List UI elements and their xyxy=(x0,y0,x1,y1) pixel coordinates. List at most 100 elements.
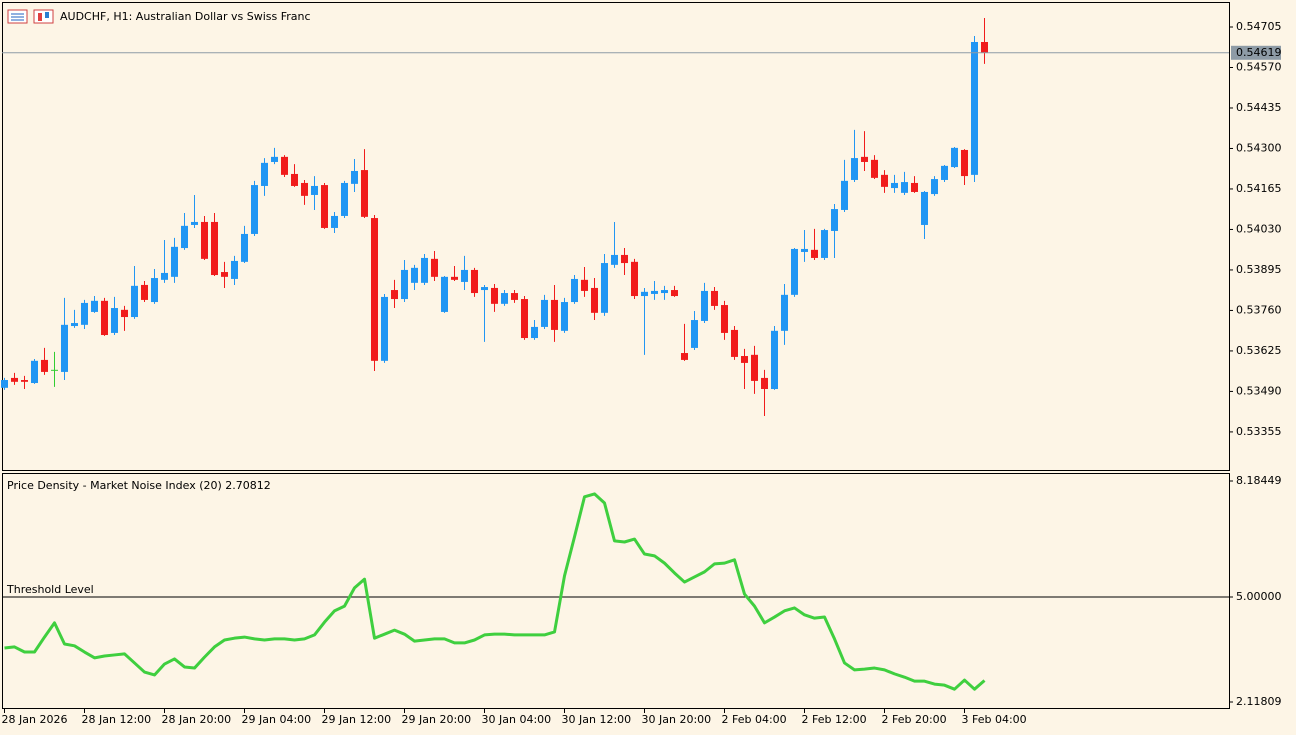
price-panel xyxy=(2,2,1230,471)
candle-body xyxy=(471,269,478,294)
x-tick-label: 2 Feb 20:00 xyxy=(882,713,947,726)
candle-body xyxy=(721,305,728,333)
x-tick-label: 30 Jan 04:00 xyxy=(482,713,552,726)
candle-body xyxy=(451,276,458,280)
candle-body xyxy=(871,159,878,178)
candle-body xyxy=(841,180,848,210)
candle-body xyxy=(541,299,548,327)
x-tick-label: 2 Feb 04:00 xyxy=(722,713,787,726)
candle-body xyxy=(421,257,428,283)
candle-body xyxy=(551,299,558,330)
candle-body xyxy=(821,230,828,258)
x-tick-label: 29 Jan 20:00 xyxy=(402,713,472,726)
candle-body xyxy=(851,158,858,180)
candle-body xyxy=(561,302,568,331)
x-tick-label: 30 Jan 20:00 xyxy=(642,713,712,726)
candle-body xyxy=(651,290,658,294)
candle-body xyxy=(751,354,758,381)
candle-body xyxy=(231,260,238,279)
candle-body xyxy=(691,320,698,348)
candle-body xyxy=(581,279,588,291)
current-price-box xyxy=(1231,45,1281,60)
candle-body xyxy=(1,380,8,388)
candle-body xyxy=(91,300,98,312)
candle-body xyxy=(371,218,378,361)
candle-body xyxy=(711,290,718,306)
candle-body xyxy=(781,294,788,331)
candle-body xyxy=(271,156,278,162)
candle-body xyxy=(151,278,158,303)
indicator-value: 2.70812 xyxy=(225,479,271,492)
y-tick-label: 0.53625 xyxy=(1236,344,1282,357)
y-tick-label: 8.18449 xyxy=(1236,474,1282,487)
candle-body xyxy=(311,185,318,195)
candle-body xyxy=(391,290,398,300)
candle-body xyxy=(11,377,18,382)
candle-body xyxy=(911,182,918,192)
candle-body xyxy=(831,209,838,231)
indicator-title: Price Density - Market Noise Index (20) … xyxy=(7,479,271,492)
candle-body xyxy=(861,156,868,162)
candle-body xyxy=(791,248,798,295)
candle-body xyxy=(801,248,808,252)
candle-body xyxy=(301,182,308,196)
candle-body xyxy=(521,299,528,339)
icon xyxy=(38,13,42,21)
candle-body xyxy=(171,246,178,277)
x-tick-label: 28 Jan 2026 xyxy=(2,713,68,726)
candle-body xyxy=(941,165,948,180)
candle-body xyxy=(601,263,608,313)
candle-body xyxy=(921,191,928,225)
candle-body xyxy=(531,326,538,339)
candle-body xyxy=(251,185,258,234)
candle-body xyxy=(661,290,668,294)
candle-body xyxy=(671,290,678,297)
y-tick-label: 0.53760 xyxy=(1236,303,1282,316)
candle-body xyxy=(191,221,198,225)
icon xyxy=(33,9,54,24)
candle-body xyxy=(571,278,578,303)
candle-body xyxy=(901,182,908,193)
candle-body xyxy=(361,170,368,217)
y-tick-label: 0.53895 xyxy=(1236,263,1282,276)
indicator-panel xyxy=(2,473,1230,709)
candle-body xyxy=(41,359,48,372)
candle-body xyxy=(881,174,888,187)
candle-body xyxy=(121,309,128,318)
candle-body xyxy=(221,272,228,277)
candle-body xyxy=(21,380,28,382)
x-tick-label: 28 Jan 20:00 xyxy=(162,713,232,726)
candle-body xyxy=(631,261,638,297)
x-tick-label: 29 Jan 04:00 xyxy=(242,713,312,726)
chart-title: AUDCHF, H1: Australian Dollar vs Swiss F… xyxy=(60,10,311,23)
y-tick-label: 0.54300 xyxy=(1236,141,1282,154)
threshold-label: Threshold Level xyxy=(6,583,94,596)
candle-body xyxy=(741,356,748,363)
candle-body xyxy=(321,185,328,228)
candle-body xyxy=(931,179,938,195)
icon xyxy=(45,12,49,18)
x-tick-label: 3 Feb 04:00 xyxy=(962,713,1027,726)
candle-body xyxy=(591,287,598,313)
candle-body xyxy=(431,258,438,277)
candle-body xyxy=(201,221,208,259)
y-tick-label: 0.54165 xyxy=(1236,182,1282,195)
candle-body xyxy=(351,170,358,184)
candle-body xyxy=(241,233,248,262)
candle-body xyxy=(961,149,968,177)
candle-body xyxy=(981,41,988,53)
candle-body xyxy=(491,287,498,304)
candle-body xyxy=(621,254,628,264)
candle-body xyxy=(111,308,118,333)
y-tick-label: 0.53355 xyxy=(1236,425,1282,438)
candle-body xyxy=(31,360,38,384)
x-tick-label: 30 Jan 12:00 xyxy=(562,713,632,726)
candle-body xyxy=(261,162,268,186)
candle-body xyxy=(291,173,298,186)
candle-body xyxy=(481,287,488,291)
x-tick-label: 28 Jan 12:00 xyxy=(82,713,152,726)
candle-body xyxy=(101,300,108,336)
candle-body xyxy=(141,284,148,300)
